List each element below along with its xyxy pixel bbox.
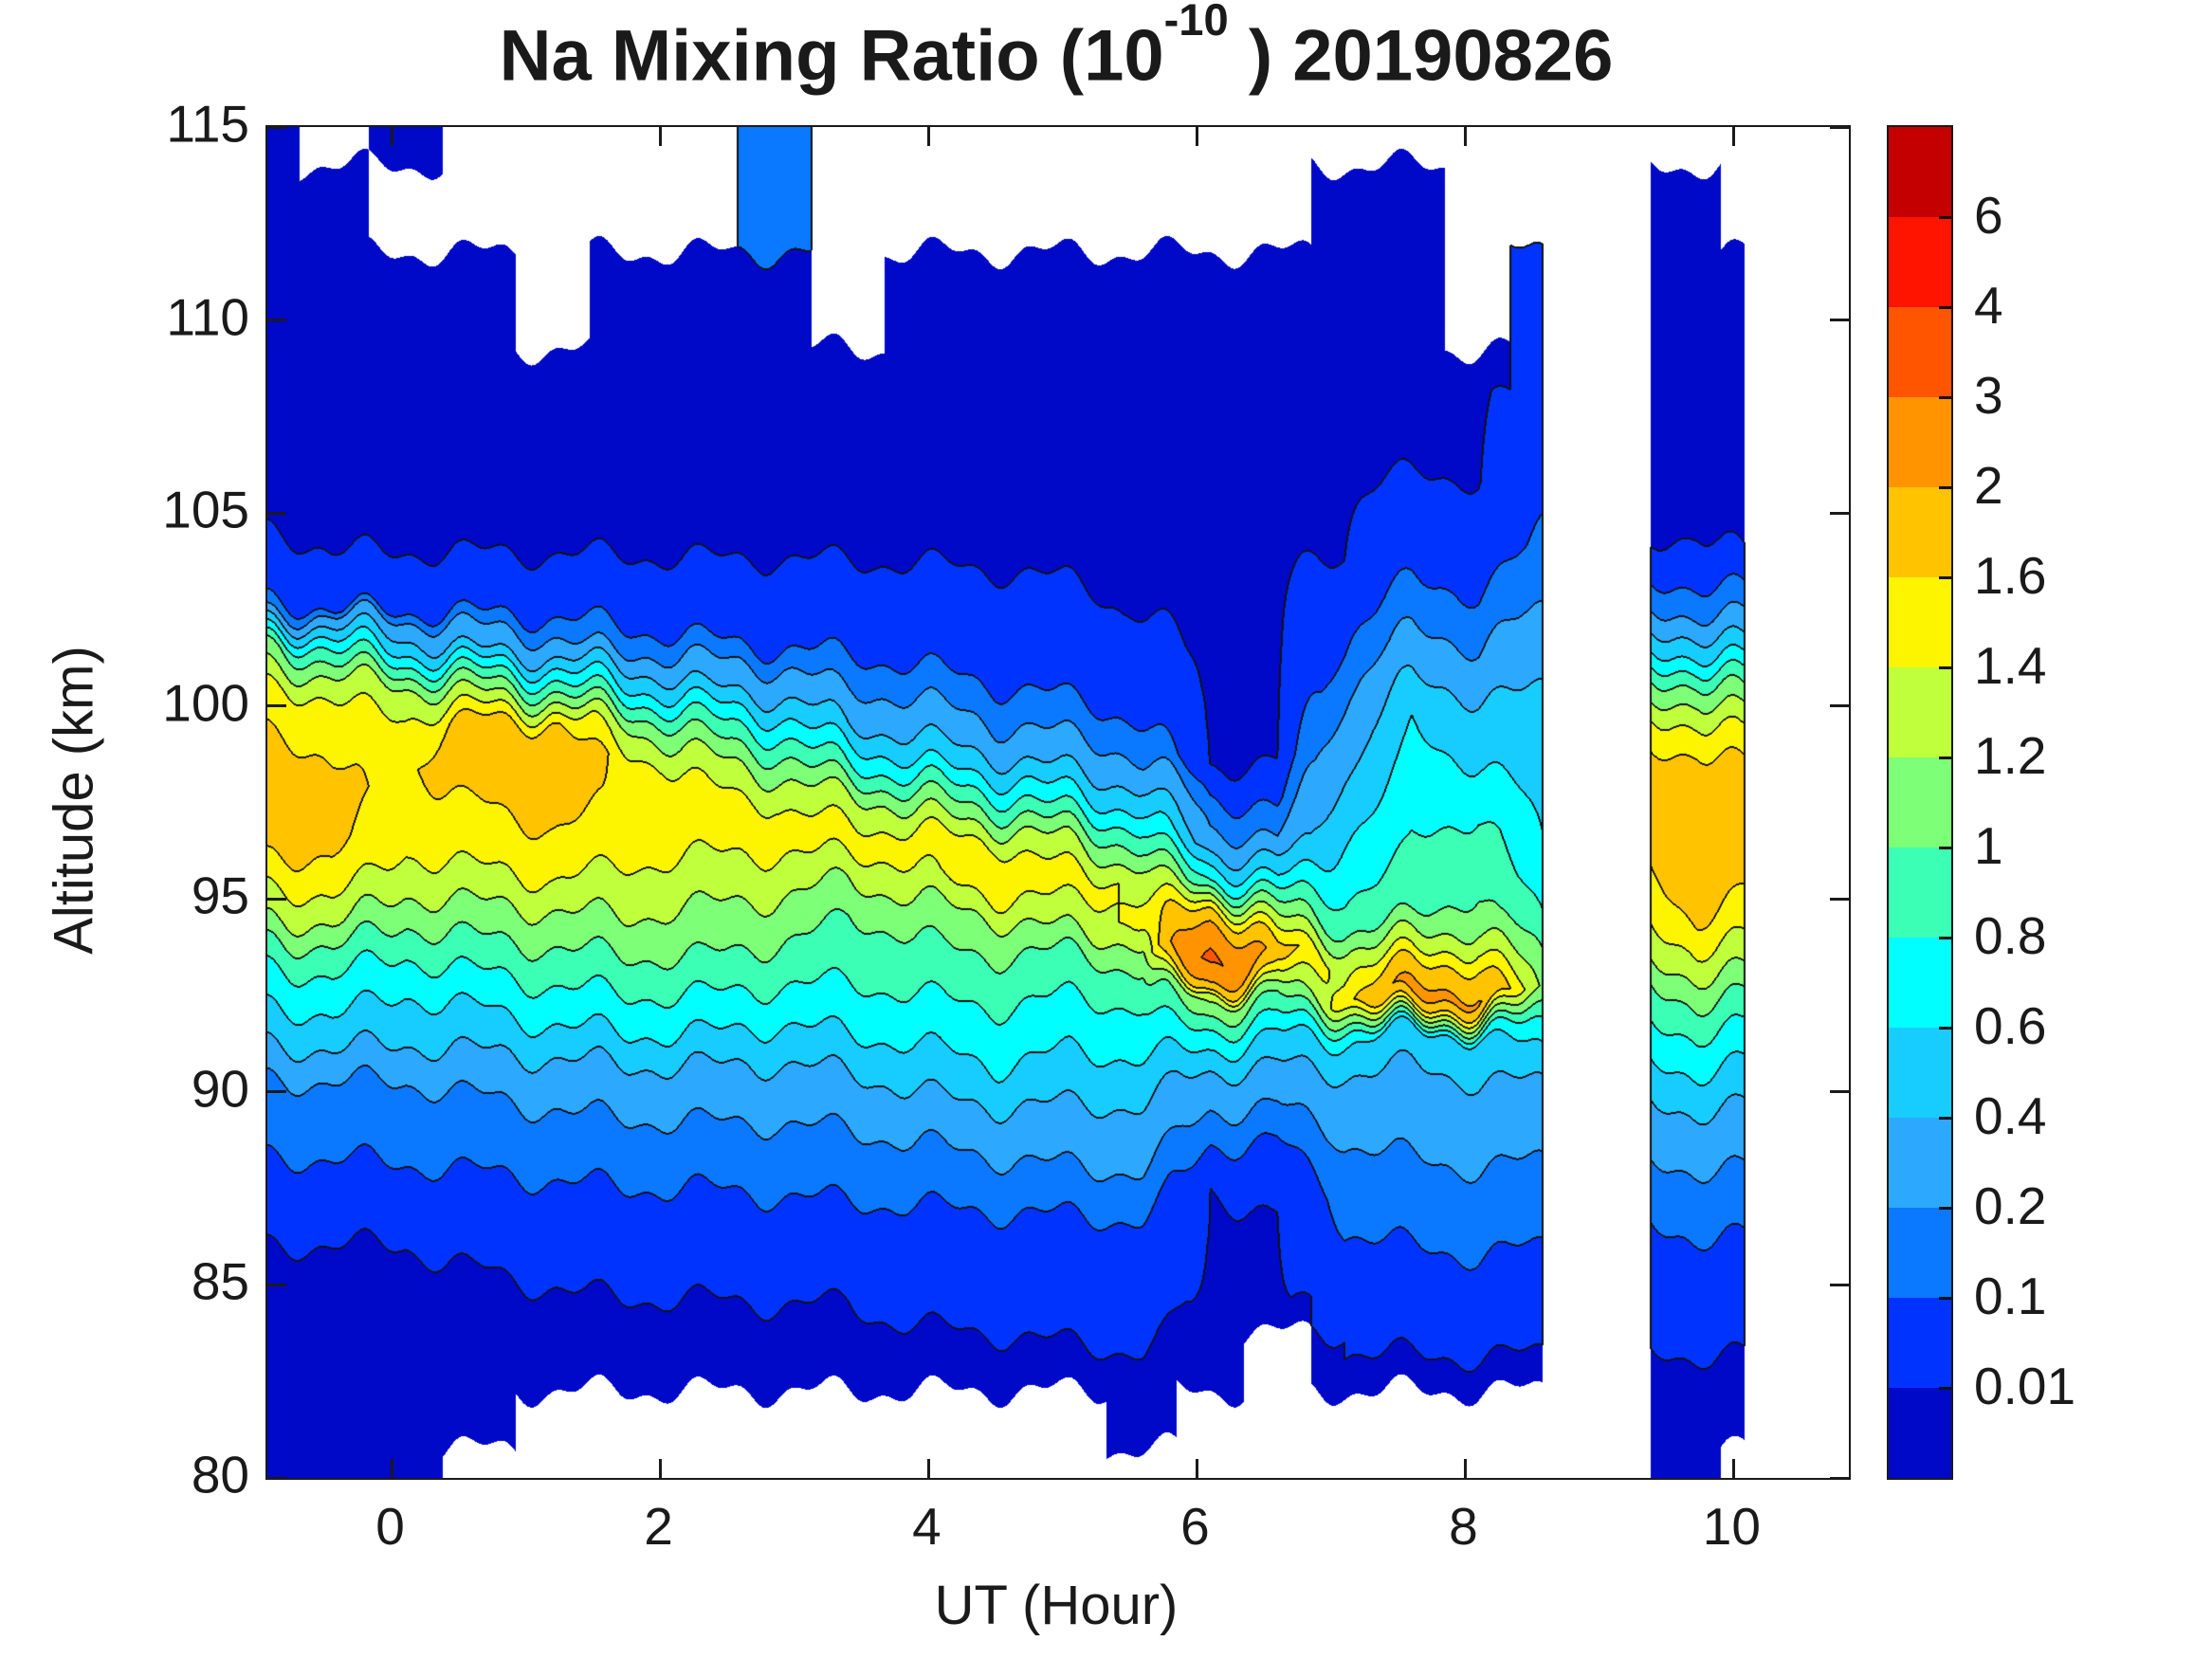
colorbar-tick [1939,1026,1951,1030]
colorbar-tick-label: 0.2 [1974,1176,2047,1235]
y-axis-tick [1830,125,1849,129]
colorbar-tick-label: 1.6 [1974,546,2047,605]
y-axis-tick [1830,704,1849,708]
y-axis-tick [267,1283,286,1286]
colorbar-tick-label: 0.01 [1974,1357,2076,1415]
chart-title-prefix: Na Mixing Ratio (10 [499,15,1164,97]
y-axis-tick [267,511,286,515]
y-axis-tick [267,319,286,322]
y-tick-label: 90 [191,1059,249,1119]
colorbar-tick-label: 1.4 [1974,636,2047,695]
x-tick-label: 6 [1180,1497,1210,1556]
y-axis-tick [1830,1090,1849,1094]
colorbar-band [1889,757,1951,848]
plot-area [265,125,1851,1480]
colorbar-tick [1939,846,1951,849]
x-axis-tick [659,127,663,146]
chart-title: Na Mixing Ratio (10-10 ) 20190826 [265,0,1847,97]
colorbar-tick-label: 0.8 [1974,906,2047,965]
colorbar-tick [1939,1116,1951,1120]
y-axis-tick [1830,319,1849,322]
colorbar-tick [1939,215,1951,219]
x-axis-tick [1195,1459,1198,1478]
colorbar-band [1889,487,1951,577]
x-tick-label: 8 [1449,1497,1478,1556]
colorbar-band [1889,938,1951,1028]
colorbar-band [1889,127,1951,217]
y-axis-tick [1830,511,1849,515]
colorbar-tick-label: 4 [1974,276,2003,335]
colorbar-tick [1939,395,1951,399]
colorbar-tick [1939,1296,1951,1300]
y-axis-tick [267,125,286,129]
colorbar-tick-label: 6 [1974,186,2003,245]
colorbar-band [1889,667,1951,757]
y-axis-tick [1830,1476,1849,1480]
colorbar-tick [1939,485,1951,489]
y-tick-label: 80 [191,1445,249,1504]
colorbar-tick [1939,665,1951,669]
colorbar-band [1889,577,1951,667]
x-tick-label: 10 [1702,1497,1761,1556]
x-tick-label: 4 [912,1497,941,1556]
x-axis-label: UT (Hour) [934,1575,1179,1636]
colorbar [1887,125,1953,1480]
x-axis-tick [1731,1459,1735,1478]
x-axis-tick [1463,1459,1467,1478]
chart-title-suffix: ) 20190826 [1228,15,1614,97]
colorbar-band [1889,1118,1951,1208]
colorbar-tick [1939,1206,1951,1210]
x-axis-tick [659,1459,663,1478]
colorbar-tick-label: 0.4 [1974,1086,2047,1145]
x-axis-tick [926,1459,930,1478]
colorbar-tick [1939,756,1951,759]
y-tick-label: 100 [162,673,249,733]
colorbar-band [1889,217,1951,307]
x-axis-tick [926,127,930,146]
y-tick-label: 105 [162,480,249,539]
x-axis-tick [1463,127,1467,146]
colorbar-tick-label: 0.1 [1974,1267,2047,1325]
colorbar-tick-label: 1.2 [1974,726,2047,785]
y-axis-tick [267,897,286,901]
y-tick-label: 95 [191,866,249,926]
colorbar-band [1889,1388,1951,1478]
colorbar-band [1889,1298,1951,1388]
y-tick-label: 115 [166,94,249,154]
y-tick-label: 85 [191,1252,249,1312]
contour-canvas [267,127,1849,1478]
colorbar-tick [1939,575,1951,579]
y-axis-tick [267,1476,286,1480]
colorbar-tick [1939,936,1951,939]
colorbar-tick-label: 2 [1974,456,2003,515]
y-tick-label: 110 [166,287,249,347]
colorbar-band [1889,397,1951,487]
colorbar-tick-label: 3 [1974,366,2003,425]
x-tick-label: 2 [644,1497,673,1556]
chart-title-exponent: -10 [1163,0,1229,45]
y-axis-tick [1830,897,1849,901]
colorbar-tick [1939,1386,1951,1390]
colorbar-band [1889,1028,1951,1118]
colorbar-tick [1939,305,1951,309]
y-axis-tick [267,704,286,708]
x-axis-tick [391,127,394,146]
colorbar-tick-label: 0.6 [1974,996,2047,1055]
colorbar-band [1889,848,1951,938]
colorbar-band [1889,1208,1951,1298]
y-axis-tick [267,1090,286,1094]
x-axis-tick [1195,127,1198,146]
colorbar-band [1889,307,1951,397]
x-axis-tick [391,1459,394,1478]
x-tick-label: 0 [375,1497,405,1556]
colorbar-tick-label: 1 [1974,816,2003,875]
x-axis-tick [1731,127,1735,146]
y-axis-tick [1830,1283,1849,1286]
